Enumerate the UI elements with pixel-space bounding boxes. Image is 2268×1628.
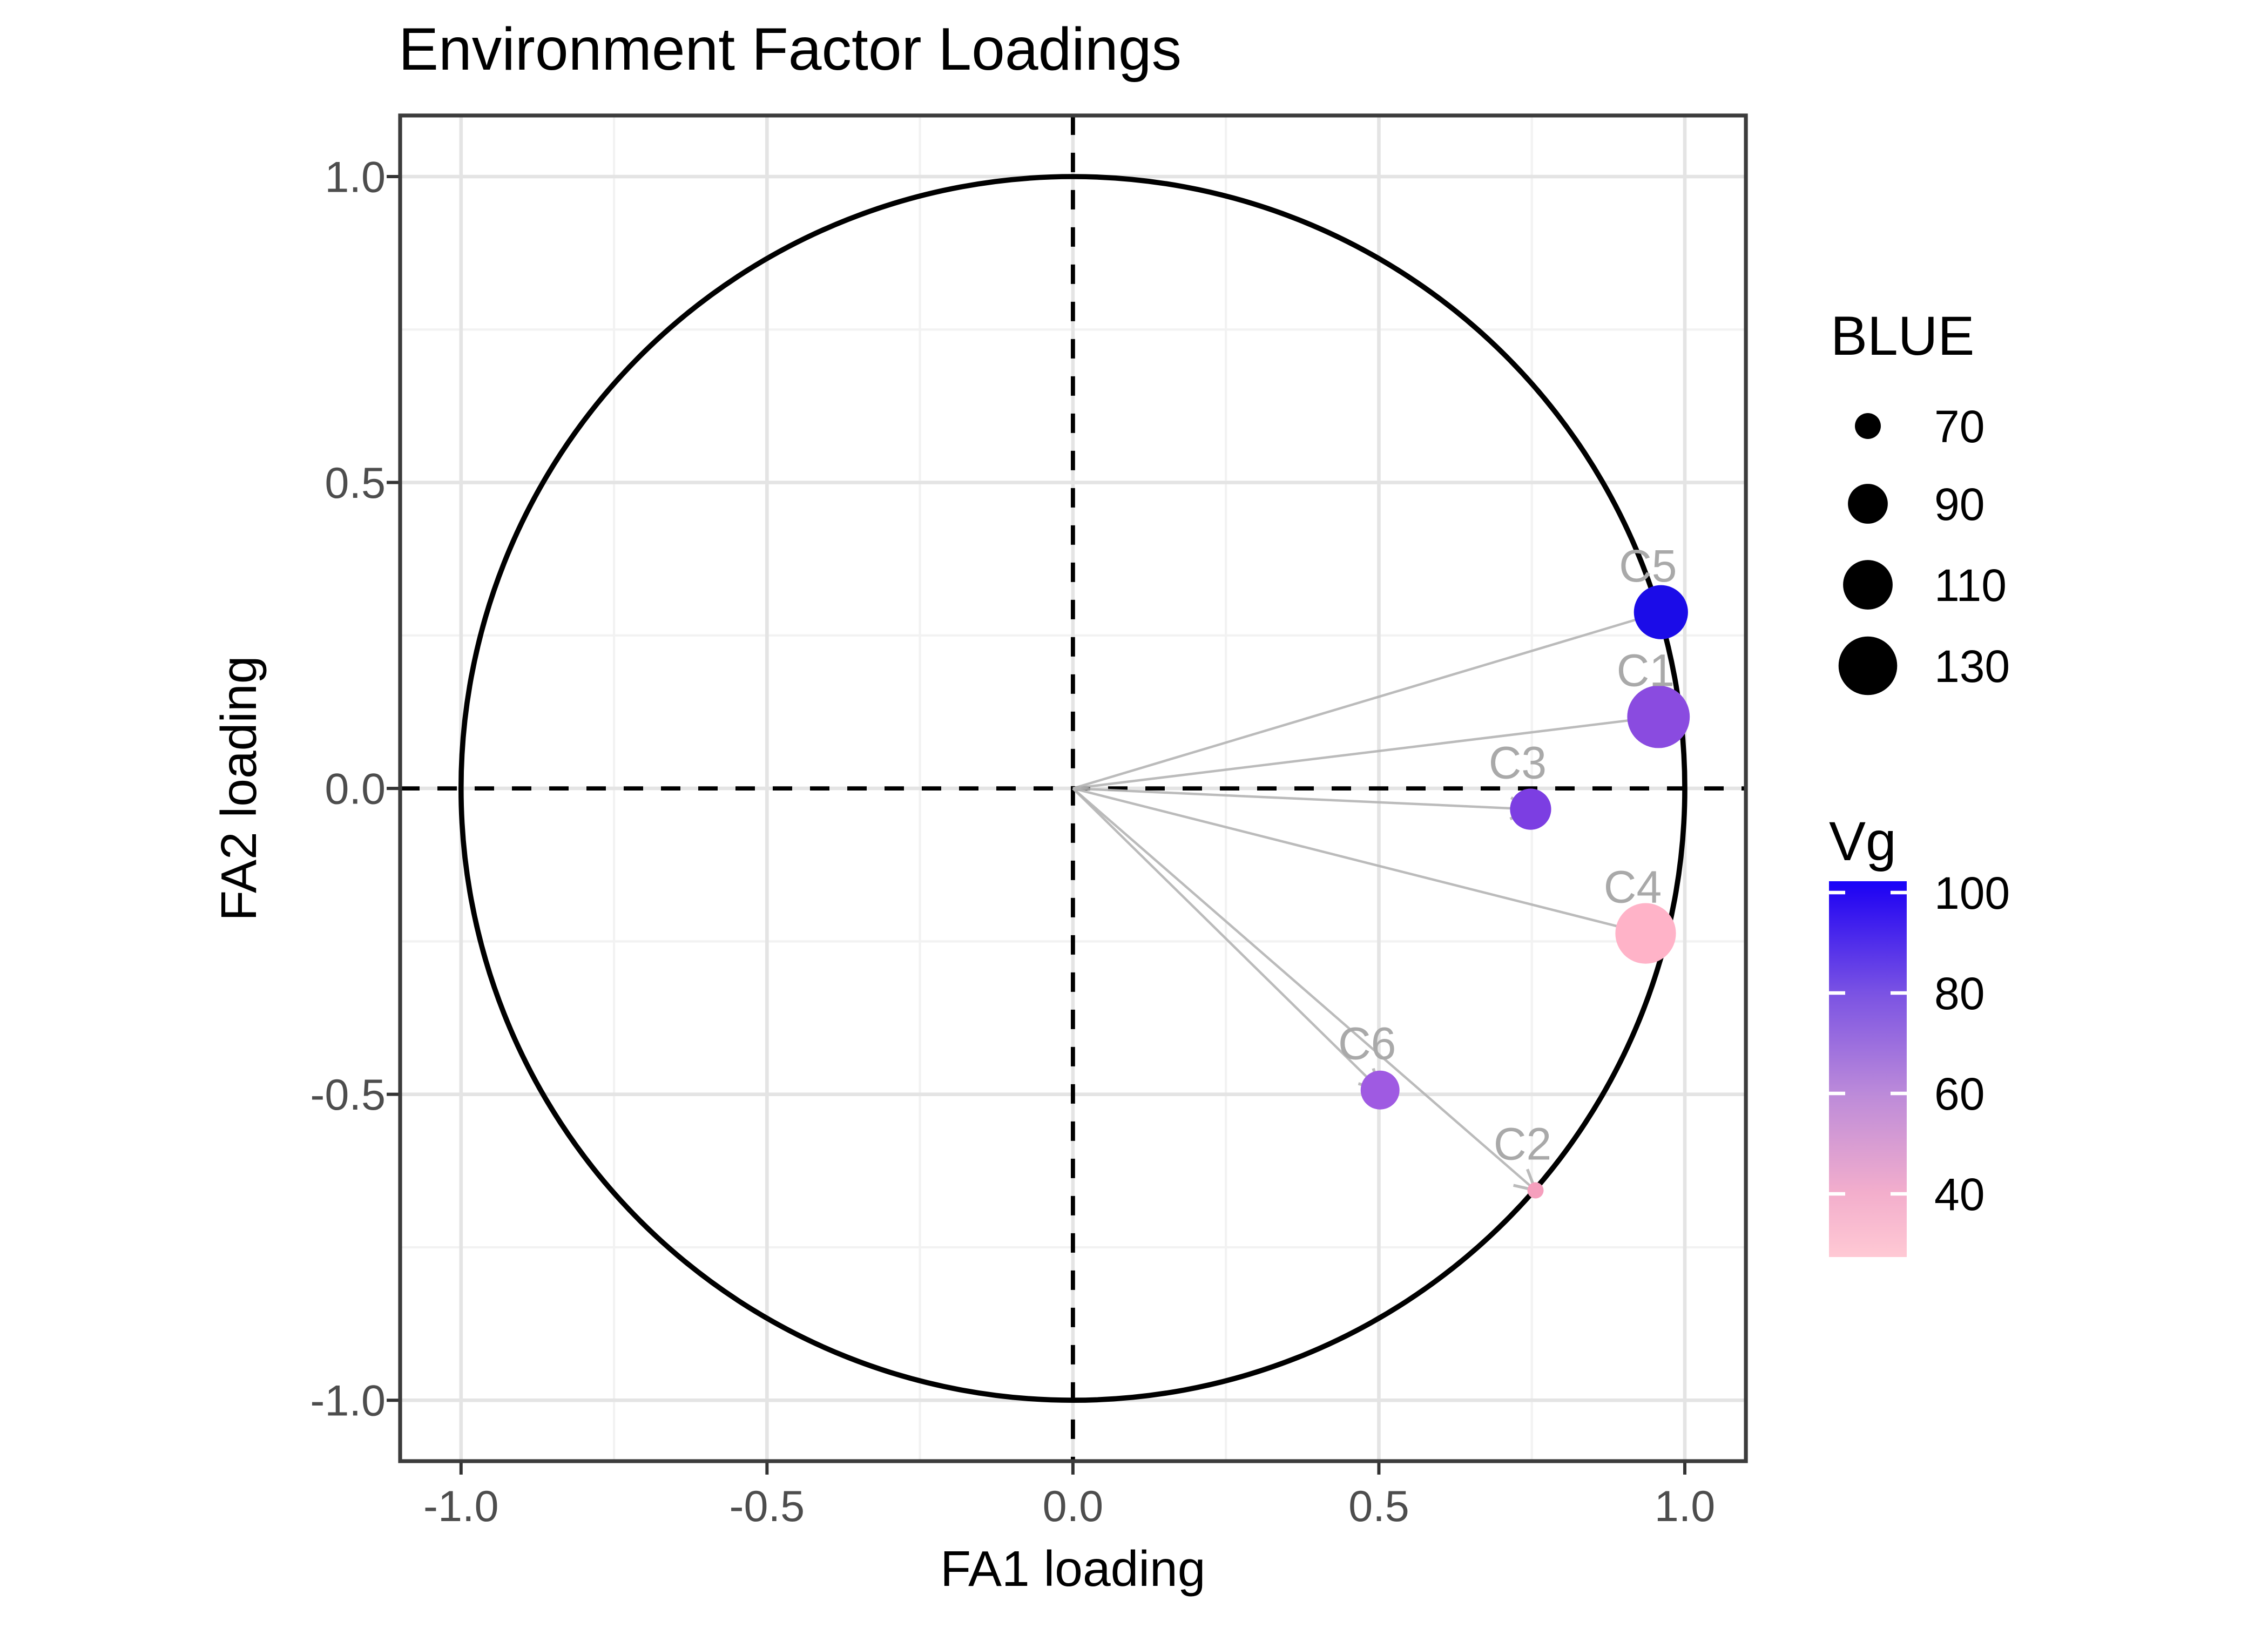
size-legend-key — [1843, 560, 1893, 610]
size-legend-label: 70 — [1934, 401, 1985, 452]
arrow-shaft — [1072, 787, 1381, 1091]
x-tick-label: 1.0 — [1655, 1482, 1716, 1531]
x-tick-label: -0.5 — [730, 1482, 805, 1531]
data-points — [1360, 585, 1690, 1199]
color-legend-label: 80 — [1934, 968, 1985, 1019]
point-label-c2: C2 — [1494, 1119, 1551, 1170]
point-label-c4: C4 — [1604, 862, 1662, 913]
x-tick-label: -1.0 — [423, 1482, 499, 1531]
axis-ticks: -1.0 -0.5 0.0 0.5 1.0 1.0 0.5 0.0 -0.5 -1.0 — [310, 153, 1715, 1531]
size-legend-key — [1855, 413, 1881, 439]
panel-border — [398, 113, 1748, 1463]
color-legend-title: Vg — [1829, 810, 1896, 872]
arrow-shaft — [1072, 787, 1646, 935]
y-tick-label: -0.5 — [310, 1071, 386, 1119]
size-legend: BLUE 70 90 110 130 — [1831, 305, 2010, 695]
point-labels: C1 C2 C3 C4 C5 C6 — [1338, 541, 1677, 1170]
size-legend-key — [1838, 636, 1898, 695]
size-legend-key — [1848, 484, 1888, 524]
point-label-c6: C6 — [1338, 1018, 1396, 1069]
x-tick-label: 0.0 — [1043, 1482, 1104, 1531]
size-legend-label: 110 — [1934, 560, 2007, 611]
plot-title: Environment Factor Loadings — [399, 16, 1182, 83]
arrow-shaft — [1072, 715, 1659, 790]
y-tick-label: 1.0 — [325, 153, 386, 202]
x-axis-title: FA1 loading — [940, 1541, 1205, 1597]
point-label-c3: C3 — [1489, 738, 1547, 788]
arrow-shaft — [1072, 611, 1662, 790]
data-point-c5 — [1634, 585, 1688, 639]
y-tick-label: 0.0 — [325, 765, 386, 814]
color-legend-label: 60 — [1934, 1069, 1985, 1119]
arrow-shaft — [1072, 787, 1536, 1192]
color-legend-label: 100 — [1934, 868, 2010, 918]
color-legend-bar — [1829, 881, 1907, 1257]
data-point-c3 — [1510, 788, 1551, 830]
data-point-c6 — [1360, 1070, 1400, 1110]
size-legend-title: BLUE — [1831, 305, 1974, 367]
size-legend-label: 90 — [1934, 479, 1985, 530]
arrow-shaft — [1072, 787, 1531, 810]
x-tick-label: 0.5 — [1348, 1482, 1409, 1531]
data-point-c1 — [1627, 685, 1690, 748]
color-legend: Vg 100 80 60 40 — [1829, 810, 2010, 1257]
y-tick-label: 0.5 — [325, 459, 386, 508]
data-point-c4 — [1615, 903, 1676, 964]
point-label-c5: C5 — [1619, 541, 1677, 591]
point-label-c1: C1 — [1617, 645, 1675, 696]
y-axis-title: FA2 loading — [211, 656, 267, 921]
color-legend-label: 40 — [1934, 1169, 1985, 1220]
size-legend-label: 130 — [1934, 641, 2010, 692]
y-tick-label: -1.0 — [310, 1377, 386, 1426]
data-point-c2 — [1527, 1182, 1544, 1199]
